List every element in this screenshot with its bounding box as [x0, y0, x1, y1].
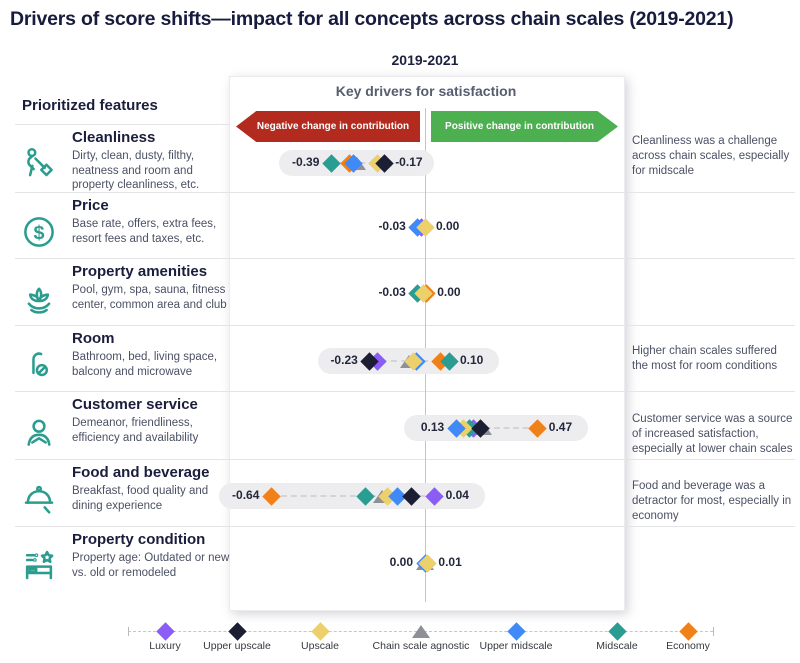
value-label-min: -0.64 — [232, 488, 260, 502]
feature-title: Cleanliness — [72, 129, 156, 146]
value-label-min: -0.39 — [292, 155, 320, 169]
feature-text: Property condition Property age: Outdated… — [72, 531, 234, 580]
feature-description: Breakfast, food quality and dining exper… — [72, 485, 209, 512]
feature-description: Property age: Outdated or new vs. old or… — [72, 552, 230, 579]
legend-marker-diamond — [607, 621, 627, 641]
row-divider — [15, 391, 795, 392]
feature-title: Food and beverage — [72, 464, 210, 481]
annotation-note: Cleanliness was a challenge across chain… — [632, 135, 790, 177]
lotus-icon — [20, 279, 60, 319]
value-label-max: 0.47 — [548, 420, 573, 434]
feature-text: Food and beverage Breakfast, food quality… — [72, 464, 234, 513]
legend-label: Upscale — [301, 640, 339, 652]
legend-end-tick — [128, 627, 129, 636]
cloche-icon — [20, 480, 60, 520]
feature-description: Demeanor, friendliness, efficiency and a… — [72, 417, 199, 444]
value-label-max: 0.00 — [436, 219, 460, 233]
feature-title: Price — [72, 197, 109, 214]
feature-title: Customer service — [72, 396, 198, 413]
legend-marker-diamond — [227, 621, 247, 641]
feature-row: Customer service Demeanor, friendliness, … — [0, 396, 234, 456]
door-hanger-icon — [20, 346, 60, 386]
legend-label: Luxury — [149, 640, 181, 652]
feature-title: Room — [72, 330, 115, 347]
row-divider — [15, 325, 795, 326]
bed-star-icon — [20, 547, 60, 587]
svg-text:$: $ — [33, 222, 44, 244]
legend-marker-diamond — [310, 621, 330, 641]
value-label-min: 0.13 — [420, 420, 445, 434]
page-title: Drivers of score shifts—impact for all c… — [10, 8, 734, 30]
row-divider — [15, 258, 795, 259]
feature-title: Property amenities — [72, 263, 208, 280]
negative-arrow-banner: Negative change in contribution — [236, 111, 420, 142]
row-divider — [15, 192, 795, 193]
legend-end-tick — [713, 627, 714, 636]
value-label-min: 0.00 — [389, 555, 413, 569]
legend-label: Upper midscale — [479, 640, 553, 652]
prioritized-features-heading: Prioritized features — [22, 97, 158, 114]
row-divider — [15, 526, 795, 527]
person-mopping-icon — [20, 145, 60, 185]
feature-text: Property amenities Pool, gym, spa, sauna,… — [72, 263, 234, 312]
value-label-max: 0.04 — [445, 488, 469, 502]
legend-label: Upper upscale — [203, 640, 271, 652]
feature-description: Bathroom, bed, living space, balcony and… — [72, 351, 218, 378]
person-icon — [20, 412, 60, 452]
feature-row: Property amenities Pool, gym, spa, sauna,… — [0, 263, 234, 323]
feature-text: Price Base rate, offers, extra fees, reso… — [72, 197, 234, 246]
row-divider — [15, 459, 795, 460]
feature-row: Cleanliness Dirty, clean, dusty, filthy, … — [0, 129, 234, 191]
connector-line — [456, 427, 538, 429]
chart-heading: Key drivers for satisfaction — [335, 83, 517, 99]
annotation-note: Higher chain scales suffered the most fo… — [632, 345, 778, 372]
value-label-max: -0.17 — [395, 155, 423, 169]
feature-description: Pool, gym, spa, sauna, fitness center, c… — [72, 284, 227, 311]
annotation-note: Customer service was a source of increas… — [632, 413, 793, 455]
feature-row: Food and beverage Breakfast, food quality… — [0, 464, 234, 524]
row-divider — [15, 124, 230, 125]
value-label-min: -0.03 — [378, 285, 406, 299]
connector-line — [271, 495, 435, 497]
feature-description: Base rate, offers, extra fees, resort fe… — [72, 218, 217, 245]
feature-row: Property condition Property age: Outdated… — [0, 531, 234, 591]
legend-label: Midscale — [596, 640, 638, 652]
legend-marker-diamond — [155, 621, 175, 641]
legend-marker-triangle — [412, 625, 430, 638]
value-label-min: -0.23 — [330, 353, 358, 367]
value-label-max: 0.01 — [438, 555, 462, 569]
value-label-max: 0.10 — [460, 353, 484, 367]
feature-text: Cleanliness Dirty, clean, dusty, filthy, … — [72, 129, 234, 193]
legend-label: Economy — [666, 640, 710, 652]
feature-text: Room Bathroom, bed, living space, balcony… — [72, 330, 234, 379]
feature-row: $ Price Base rate, offers, extra fees, res… — [0, 197, 234, 257]
period-label: 2019-2021 — [391, 52, 459, 68]
legend-marker-diamond — [506, 621, 526, 641]
annotation-note: Food and beverage was a detractor for mo… — [632, 480, 792, 522]
feature-title: Property condition — [72, 531, 206, 548]
value-label-min: -0.03 — [378, 219, 406, 233]
value-label-max: 0.00 — [437, 285, 461, 299]
dollar-circle-icon: $ — [20, 213, 60, 253]
legend-label: Chain scale agnostic — [372, 640, 470, 652]
legend-marker-diamond — [678, 621, 698, 641]
feature-description: Dirty, clean, dusty, filthy, neatness an… — [72, 150, 200, 192]
positive-arrow-banner: Positive change in contribution — [431, 111, 618, 142]
feature-row: Room Bathroom, bed, living space, balcony… — [0, 330, 234, 390]
feature-text: Customer service Demeanor, friendliness, … — [72, 396, 234, 445]
